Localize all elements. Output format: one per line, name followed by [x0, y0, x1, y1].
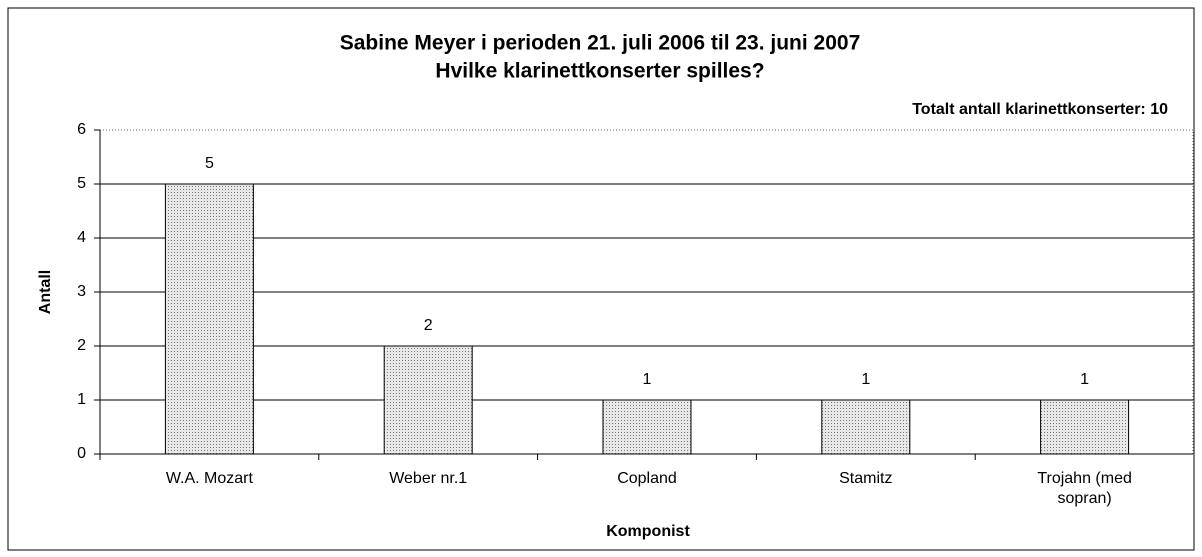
y-tick-label: 5 [77, 175, 86, 192]
value-label: 1 [861, 371, 870, 388]
bar [164, 183, 254, 455]
y-tick-label: 1 [77, 391, 86, 408]
value-label: 1 [643, 371, 652, 388]
x-tick-label: Trojahn (med sopran) [1037, 470, 1132, 507]
value-label: 1 [1080, 371, 1089, 388]
x-tick-label: Stamitz [839, 470, 893, 487]
y-tick-label: 3 [77, 283, 86, 300]
value-label: 5 [205, 155, 214, 172]
bar [1040, 399, 1130, 455]
chart-title: Sabine Meyer i perioden 21. juli 2006 ti… [340, 32, 861, 55]
x-tick-label: Weber nr.1 [389, 470, 468, 487]
bar [383, 345, 473, 455]
y-tick-label: 0 [77, 445, 86, 462]
y-tick-label: 6 [77, 121, 86, 138]
y-tick-label: 4 [77, 229, 86, 246]
chart-subtitle: Hvilke klarinettkonserter spilles? [435, 60, 764, 83]
bar [602, 399, 692, 455]
value-label: 2 [424, 317, 433, 334]
y-tick-label: 2 [77, 337, 86, 354]
x-tick-label: W.A. Mozart [165, 470, 253, 487]
y-axis-label: Antall [37, 270, 54, 314]
x-tick-label: Copland [617, 470, 677, 487]
bar [821, 399, 911, 455]
x-axis-label: Komponist [606, 523, 690, 540]
annotation: Totalt antall klarinettkonserter: 10 [912, 101, 1168, 118]
